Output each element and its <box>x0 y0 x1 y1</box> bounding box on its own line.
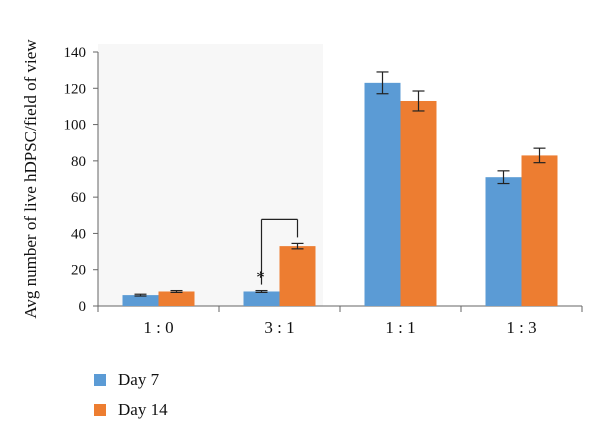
y-tick-label-0: 0 <box>79 299 87 315</box>
bar-day-14-3 <box>521 155 558 306</box>
bar-day-7-1 <box>243 291 280 306</box>
legend-item-day-14: Day 14 <box>94 398 168 422</box>
y-tick-label-7: 140 <box>64 45 87 61</box>
bar-day-14-2 <box>400 100 437 306</box>
legend-label-day-14: Day 14 <box>118 400 168 419</box>
bar-day-14-0 <box>158 291 195 306</box>
y-tick-label-2: 40 <box>71 226 86 242</box>
bar-day-7-3 <box>485 177 522 306</box>
y-tick-label-6: 120 <box>64 81 87 97</box>
bar-day-14-1 <box>279 246 316 306</box>
y-tick-label-3: 60 <box>71 190 86 206</box>
y-tick-label-1: 20 <box>71 263 86 279</box>
x-tick-label-1: 3 : 1 <box>264 318 294 337</box>
y-tick-label-4: 80 <box>71 154 86 170</box>
legend-label-day-7: Day 7 <box>118 370 160 389</box>
bar-day-7-0 <box>122 295 159 306</box>
x-tick-label-0: 1 : 0 <box>143 318 173 337</box>
y-tick-label-5: 100 <box>64 118 87 134</box>
legend-swatch-day-7 <box>94 374 106 386</box>
x-tick-label-3: 1 : 3 <box>506 318 536 337</box>
legend-swatch-day-14 <box>94 404 106 416</box>
significance-asterisk: * <box>256 268 265 287</box>
y-axis-label: Avg number of live hDPSC/field of view <box>21 39 40 319</box>
bar-day-7-2 <box>364 82 401 306</box>
legend-item-day-7: Day 7 <box>94 368 159 392</box>
x-tick-label-2: 1 : 1 <box>385 318 415 337</box>
